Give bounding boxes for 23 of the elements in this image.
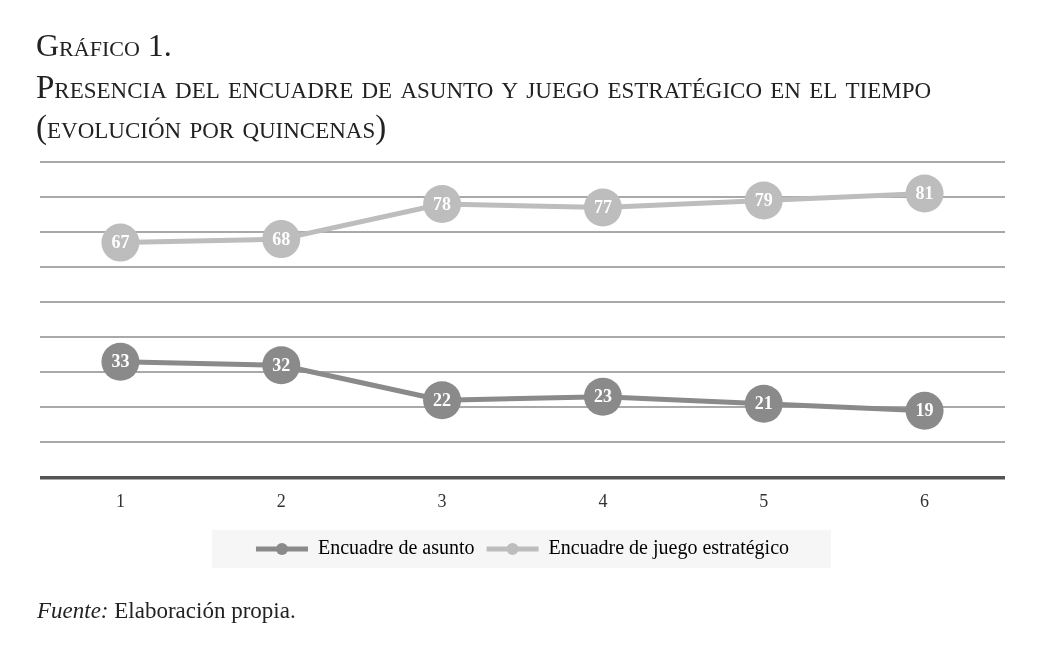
x-tick-label: 6 xyxy=(920,490,930,511)
chart-subtitle: Presencia del encuadre de asunto y juego estratégico en el tiempo (evolución por quincenas) xyxy=(36,68,933,147)
data-label: 77 xyxy=(593,197,612,218)
data-label: 67 xyxy=(111,232,130,253)
data-label: 78 xyxy=(433,193,452,214)
data-label: 21 xyxy=(754,393,773,414)
x-tick-label: 1 xyxy=(115,490,125,511)
x-tick-label: 2 xyxy=(276,490,286,511)
data-label: 19 xyxy=(915,400,934,421)
source-note: Fuente: Elaboración propia. xyxy=(37,597,296,625)
data-label: 32 xyxy=(272,354,291,375)
data-label: 68 xyxy=(272,228,291,249)
data-label: 81 xyxy=(915,183,934,204)
x-tick-label: 5 xyxy=(759,490,769,511)
data-label: 22 xyxy=(433,389,452,410)
data-label: 33 xyxy=(111,351,130,372)
legend-label: Encuadre de juego estratégico xyxy=(548,536,790,560)
x-tick-label: 3 xyxy=(437,490,447,511)
x-tick-label: 4 xyxy=(598,490,608,511)
legend-label: Encuadre de asunto xyxy=(317,536,475,559)
data-label: 23 xyxy=(593,386,612,407)
chart-title: Gráfico 1. xyxy=(36,26,172,64)
data-label: 79 xyxy=(754,190,773,211)
